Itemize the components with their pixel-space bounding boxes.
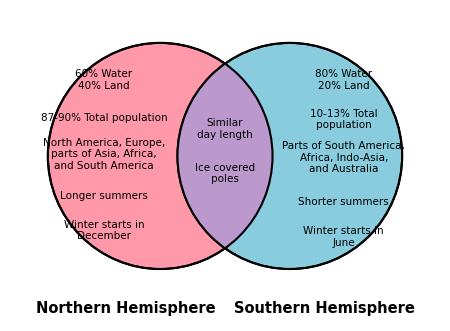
Ellipse shape [177,43,402,269]
Text: Winter starts in
December: Winter starts in December [64,220,144,241]
Text: Longer summers: Longer summers [60,191,148,201]
Text: 60% Water
40% Land: 60% Water 40% Land [76,69,133,90]
Ellipse shape [48,43,273,269]
Text: Winter starts in
June: Winter starts in June [303,226,384,248]
Text: Similar
day length: Similar day length [197,118,253,140]
Ellipse shape [177,43,402,269]
Text: 10-13% Total
population: 10-13% Total population [310,109,378,130]
Text: 87-90% Total population: 87-90% Total population [41,113,167,123]
Text: Parts of South America,
Africa, Indo-Asia,
and Australia: Parts of South America, Africa, Indo-Asi… [282,141,405,174]
Text: 80% Water
20% Land: 80% Water 20% Land [315,69,372,90]
Text: North America, Europe,
parts of Asia, Africa,
and South America: North America, Europe, parts of Asia, Af… [43,138,165,171]
Text: Northern Hemisphere: Northern Hemisphere [36,301,216,316]
Ellipse shape [48,43,273,269]
Text: Ice covered
poles: Ice covered poles [195,163,255,184]
Text: Southern Hemisphere: Southern Hemisphere [234,301,415,316]
Text: Shorter summers: Shorter summers [298,197,389,207]
